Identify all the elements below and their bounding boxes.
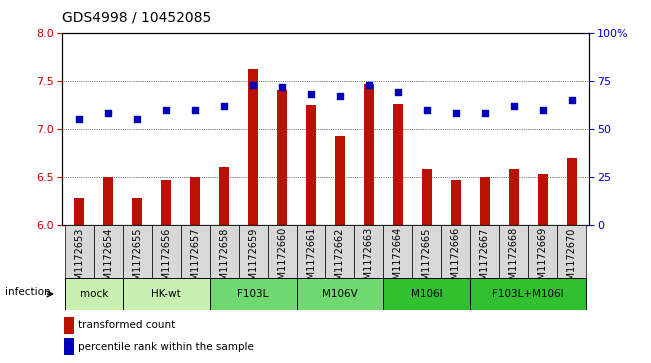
Bar [64,317,74,334]
Bar [538,174,548,225]
Point [306,91,316,97]
Bar [74,198,84,225]
Text: HK-wt: HK-wt [151,289,181,299]
Bar [355,225,383,278]
Bar [529,225,557,278]
Text: GSM1172654: GSM1172654 [104,227,113,293]
Bar [64,338,74,355]
Bar [499,225,529,278]
Bar [326,225,355,278]
Text: GSM1172667: GSM1172667 [480,227,490,293]
Text: GSM1172653: GSM1172653 [74,227,84,293]
Bar [277,90,287,225]
Point [132,116,143,122]
Point [190,107,201,113]
Text: infection: infection [5,287,51,297]
Point [74,116,85,122]
Bar [64,278,122,310]
Bar [210,278,296,310]
Bar [364,83,374,225]
Bar [238,225,268,278]
Bar [383,225,413,278]
Text: GSM1172669: GSM1172669 [538,227,547,293]
Bar [557,225,587,278]
Text: M106V: M106V [322,289,358,299]
Bar [393,104,403,225]
Bar [94,225,122,278]
Bar [383,278,471,310]
Bar [450,180,461,225]
Text: GSM1172659: GSM1172659 [248,227,258,293]
Text: transformed count: transformed count [77,320,175,330]
Point [393,89,403,95]
Bar [180,225,210,278]
Bar [122,225,152,278]
Text: F103L+M106I: F103L+M106I [493,289,564,299]
Bar [306,105,316,225]
Bar [567,158,577,225]
Bar [122,278,210,310]
Point [450,111,461,117]
Text: GSM1172665: GSM1172665 [422,227,432,293]
Text: GSM1172663: GSM1172663 [364,227,374,293]
Text: GSM1172658: GSM1172658 [219,227,229,293]
Text: F103L: F103L [238,289,269,299]
Point [566,97,577,103]
Bar [480,177,490,225]
Bar [508,169,519,225]
Bar [64,225,94,278]
Bar [219,167,229,225]
Text: GSM1172657: GSM1172657 [190,227,200,293]
Point [538,107,548,113]
Text: GSM1172670: GSM1172670 [567,227,577,293]
Bar [471,278,587,310]
Point [248,82,258,87]
Bar [268,225,296,278]
Bar [152,225,180,278]
Text: GSM1172662: GSM1172662 [335,227,345,293]
Point [219,103,229,109]
Bar [335,136,345,225]
Bar [190,177,201,225]
Text: GSM1172656: GSM1172656 [161,227,171,293]
Bar [210,225,238,278]
Point [364,82,374,87]
Bar [296,225,326,278]
Bar [161,180,171,225]
Bar [103,177,113,225]
Point [103,111,113,117]
Text: M106I: M106I [411,289,443,299]
Point [422,107,432,113]
Bar [422,169,432,225]
Text: GDS4998 / 10452085: GDS4998 / 10452085 [62,11,211,25]
Text: mock: mock [79,289,108,299]
Point [508,103,519,109]
Text: GSM1172666: GSM1172666 [451,227,461,293]
Point [277,83,287,89]
Point [335,93,345,99]
Bar [471,225,499,278]
Text: GSM1172661: GSM1172661 [306,227,316,293]
Text: percentile rank within the sample: percentile rank within the sample [77,342,253,352]
Text: GSM1172655: GSM1172655 [132,227,142,293]
Bar [413,225,441,278]
Text: GSM1172660: GSM1172660 [277,227,287,293]
Bar [296,278,383,310]
Point [161,107,171,113]
Text: GSM1172664: GSM1172664 [393,227,403,293]
Text: GSM1172668: GSM1172668 [509,227,519,293]
Point [480,111,490,117]
Bar [132,198,143,225]
Bar [248,69,258,225]
Bar [441,225,471,278]
